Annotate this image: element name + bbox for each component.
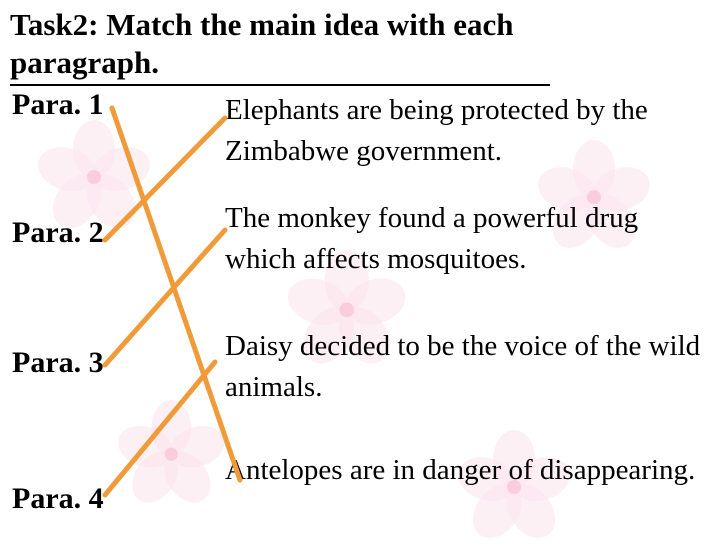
idea-2-text: The monkey found a powerful drug which a… (225, 198, 710, 279)
para-3-label: Para. 3 (12, 346, 104, 380)
idea-4-text: Antelopes are in danger of disappearing. (225, 450, 710, 491)
para-2-label: Para. 2 (12, 216, 104, 250)
para-1-label: Para. 1 (12, 88, 104, 122)
task-title: Task2: Match the main idea with each par… (10, 6, 550, 86)
idea-1-text: Elephants are being protected by the Zim… (225, 90, 710, 171)
idea-3-text: Daisy decided to be the voice of the wil… (225, 326, 710, 407)
para-4-label: Para. 4 (12, 482, 104, 516)
